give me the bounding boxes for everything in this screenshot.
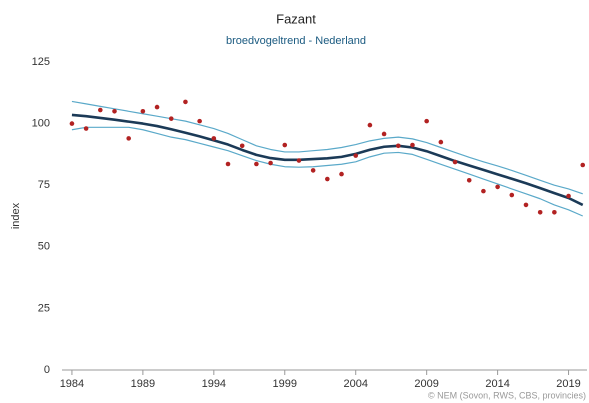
point	[310, 168, 316, 173]
x-tick-label: 2014	[485, 378, 509, 390]
y-tick-label: 25	[38, 302, 50, 314]
point	[296, 158, 302, 163]
point	[424, 118, 429, 124]
point	[381, 131, 387, 137]
y-tick-label: 75	[38, 179, 50, 191]
point	[183, 99, 188, 105]
point	[126, 136, 131, 141]
line	[71, 113, 584, 207]
x-tick-label: 2009	[414, 378, 438, 390]
point	[325, 176, 330, 182]
point	[353, 153, 359, 158]
point	[140, 108, 146, 114]
point	[69, 121, 75, 126]
x-tick-label: 2019	[556, 378, 580, 390]
credit: © NEM (Sovon, RWS, CBS, provincies)	[428, 390, 586, 400]
line	[71, 100, 583, 195]
point	[566, 193, 571, 199]
point	[282, 142, 288, 148]
point	[580, 162, 586, 168]
point	[98, 107, 103, 113]
point	[339, 171, 344, 177]
line	[71, 126, 583, 217]
chart-subtitle: broedvogeltrend - Nederland	[226, 35, 366, 47]
point	[552, 210, 557, 215]
point	[395, 143, 401, 149]
point	[254, 161, 259, 167]
point	[154, 104, 160, 110]
chart-title: Fazant	[276, 11, 316, 26]
point	[225, 161, 231, 167]
y-tick-label: 50	[38, 241, 50, 253]
y-tick-label: 0	[44, 364, 50, 376]
x-tick-label: 1984	[60, 378, 84, 390]
y-tick-label: 125	[32, 56, 50, 68]
point	[197, 118, 202, 124]
point	[452, 159, 458, 165]
y-axis-label: index	[10, 202, 22, 229]
point	[112, 108, 117, 114]
point	[367, 122, 373, 128]
point	[509, 192, 515, 198]
point	[83, 126, 89, 131]
point	[438, 139, 444, 145]
x-tick-label: 2004	[343, 378, 367, 390]
point	[239, 143, 245, 149]
point	[268, 160, 273, 166]
point	[495, 184, 500, 190]
x-tick-label: 1994	[202, 378, 226, 390]
point	[523, 202, 529, 208]
point	[466, 177, 472, 183]
x-tick-label: 1989	[131, 378, 155, 390]
point	[481, 188, 486, 194]
point	[537, 210, 543, 215]
x-tick-label: 1999	[273, 378, 297, 390]
point	[168, 116, 174, 121]
y-tick-label: 100	[32, 118, 50, 130]
point	[410, 142, 415, 148]
point	[211, 136, 217, 141]
